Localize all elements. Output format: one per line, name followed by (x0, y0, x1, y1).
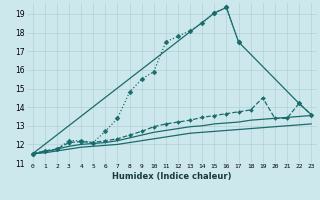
X-axis label: Humidex (Indice chaleur): Humidex (Indice chaleur) (112, 172, 232, 181)
